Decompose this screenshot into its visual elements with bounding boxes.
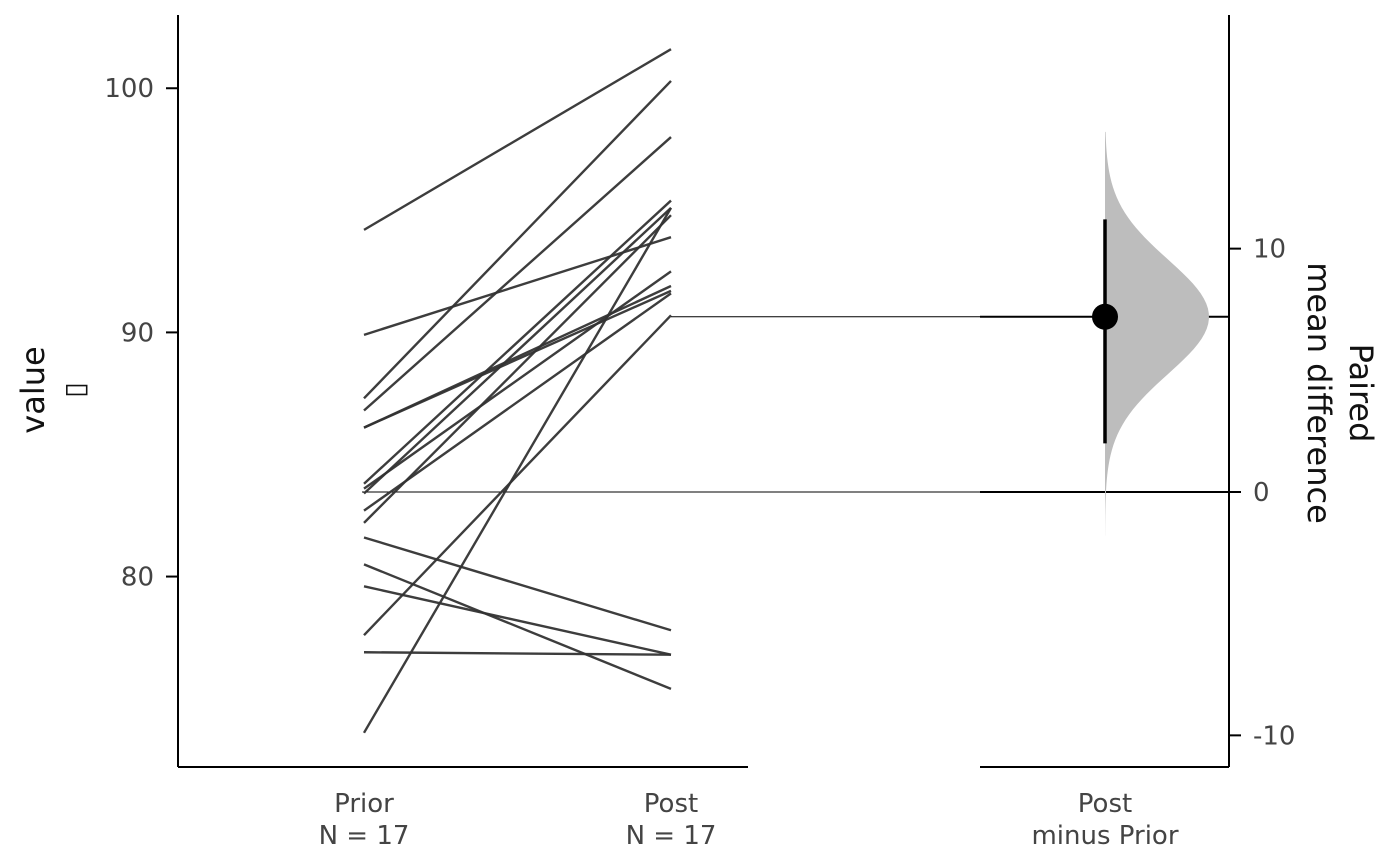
mean-difference-point [1092, 303, 1118, 330]
pair-line [362, 207, 673, 734]
pair-line [363, 270, 672, 490]
right-ticks: -10 0 10 [1229, 235, 1295, 751]
paired-lines [362, 48, 673, 734]
pair-line [363, 207, 672, 495]
right-tick-label: 0 [1253, 478, 1270, 508]
pair-line [363, 199, 672, 485]
pair-line [363, 314, 672, 636]
bootstrap-distribution [1105, 131, 1209, 536]
prior-group-label: Prior [334, 789, 394, 819]
pair-line [363, 80, 672, 400]
pair-line [363, 136, 672, 412]
pair-line [363, 585, 672, 656]
pair-line [363, 536, 672, 632]
left-axis-title: value [14, 346, 52, 433]
post-group-label: Post [644, 789, 698, 819]
right-axis-title-line1: Paired [1342, 344, 1380, 443]
left-ticks: 80 90 100 [104, 74, 178, 593]
pair-line [363, 236, 672, 336]
left-axis-title-glyph: ▯ [58, 382, 91, 397]
left-tick-label: 100 [104, 74, 154, 104]
left-y-axis: 80 90 100 [104, 15, 748, 768]
post-group-n-label: N = 17 [626, 821, 717, 851]
pair-line [363, 292, 672, 512]
right-tick-label: 10 [1253, 235, 1286, 265]
left-tick-label: 90 [121, 318, 154, 348]
pair-line [363, 48, 672, 231]
left-tick-label: 80 [121, 563, 154, 593]
pair-line [363, 214, 672, 524]
right-y-axis: -10 0 10 [980, 15, 1295, 768]
prior-group-n-label: N = 17 [319, 821, 410, 851]
delta-label-line1: Post [1078, 789, 1132, 819]
pair-line [363, 284, 672, 429]
pair-line [363, 651, 672, 656]
right-axis-title-line2: mean difference [1300, 262, 1338, 524]
pair-line [363, 563, 672, 690]
right-tick-label: -10 [1253, 721, 1295, 751]
delta-label-line2: minus Prior [1031, 821, 1178, 851]
